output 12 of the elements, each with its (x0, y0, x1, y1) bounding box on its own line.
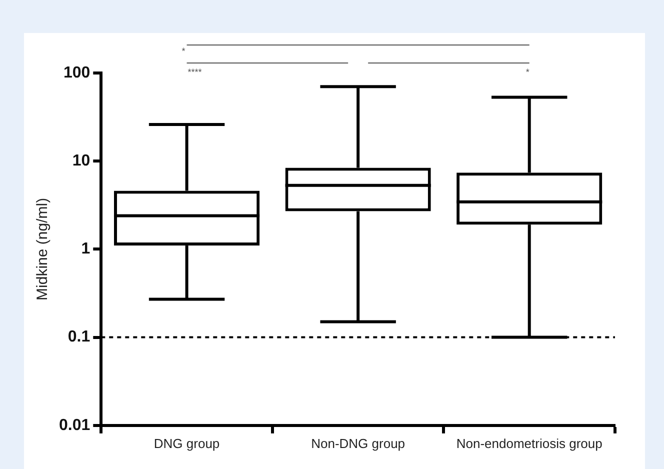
annotation: **** (188, 67, 202, 77)
y-tick-label: 100 (63, 64, 90, 82)
y-tick-label: 0.01 (59, 416, 90, 434)
annotation: * (526, 67, 530, 77)
y-tick-label: 0.1 (68, 328, 90, 346)
y-axis-title: Midkine (ng/ml) (34, 198, 52, 300)
x-tick-label: DNG group (154, 436, 220, 451)
text: * (182, 46, 186, 56)
x-tick-label: Non-DNG group (311, 436, 406, 451)
y-tick-label: 10 (72, 152, 90, 170)
y-tick-label: 1 (81, 240, 90, 258)
x-tick-label: Non-endometriosis group (456, 436, 602, 451)
